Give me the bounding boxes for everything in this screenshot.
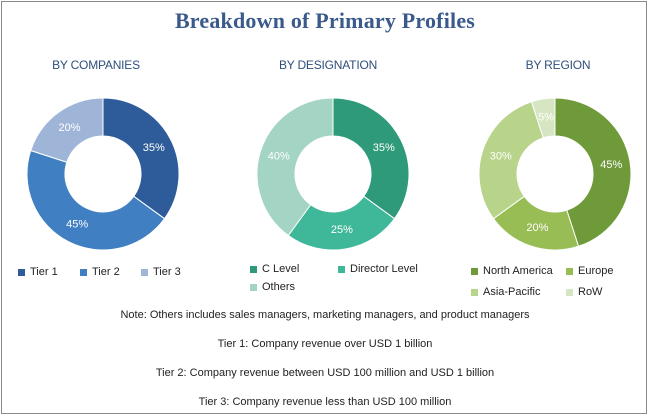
donut-slice-director-level <box>287 195 396 251</box>
slice-value-label: 20% <box>526 222 548 234</box>
slice-value-label: 35% <box>373 142 395 154</box>
legend-swatch <box>471 267 478 275</box>
donut-designation: 35% 25% 40% <box>256 97 410 251</box>
legend-item-tier1: Tier 1 <box>18 266 58 278</box>
legend-item-c-level: C Level <box>250 263 299 275</box>
donut-region: 45% 20% 30% 5% <box>478 97 632 251</box>
legend-swatch <box>141 268 148 276</box>
subtitle-companies: BY COMPANIES <box>52 58 140 72</box>
slice-value-label: 35% <box>143 142 165 154</box>
donut-companies: 35% 45% 20% <box>26 97 180 251</box>
legend-label: North America <box>483 265 553 277</box>
legend-swatch <box>250 265 257 273</box>
legend-label: Europe <box>578 265 614 277</box>
legend-swatch <box>250 283 257 291</box>
legend-label: Tier 3 <box>153 266 181 278</box>
subtitle-designation: BY DESIGNATION <box>278 58 378 72</box>
legend-label: C Level <box>262 263 300 275</box>
legend-item-director-level: Director Level <box>338 263 418 275</box>
slice-value-label: 30% <box>490 150 512 162</box>
note-tier3: Tier 3: Company revenue less than USD 10… <box>198 396 452 408</box>
note-others: Note: Others includes sales managers, ma… <box>120 309 530 321</box>
chart-title: Breakdown of Primary Profiles <box>174 8 476 33</box>
legend-item-row: RoW <box>566 286 602 298</box>
slice-value-label: 45% <box>66 219 88 231</box>
legend-swatch <box>566 288 573 296</box>
legend-swatch <box>566 267 573 275</box>
donut-slice-others <box>256 97 334 237</box>
slice-value-label: 5% <box>538 112 554 124</box>
donut-slice-tier-3 <box>30 97 104 163</box>
note-tier2: Tier 2: Company revenue between USD 100 … <box>155 367 495 379</box>
legend-swatch <box>80 268 87 276</box>
donut-slice-asia-pacific <box>478 101 544 220</box>
legend-label: RoW <box>578 286 603 298</box>
note-tier1: Tier 1: Company revenue over USD 1 billi… <box>217 338 433 350</box>
donut-slice-tier-2 <box>26 149 166 251</box>
legend-item-others: Others <box>250 281 295 293</box>
legend-label: Others <box>262 281 296 293</box>
donut-slice-row <box>530 97 556 139</box>
donut-slice-tier-1 <box>102 97 180 220</box>
slice-value-label: 20% <box>58 122 80 134</box>
legend-label: Tier 2 <box>92 266 120 278</box>
legend-item-tier3: Tier 3 <box>141 266 181 278</box>
slice-value-label: 25% <box>331 224 353 236</box>
legend-swatch <box>338 265 345 273</box>
legend-label: Tier 1 <box>30 266 58 278</box>
legend-item-tier2: Tier 2 <box>80 266 120 278</box>
legend-label: Asia-Pacific <box>483 286 541 298</box>
subtitle-region: BY REGION <box>525 58 591 72</box>
legend-swatch <box>18 268 25 276</box>
slice-value-label: 40% <box>268 150 290 162</box>
legend-label: Director Level <box>350 263 418 275</box>
legend-item-asia-pacific: Asia-Pacific <box>471 286 540 298</box>
donut-slice-north-america <box>554 97 632 247</box>
legend-item-north-america: North America <box>471 265 553 277</box>
slice-value-label: 45% <box>600 159 622 171</box>
legend-item-europe: Europe <box>566 265 613 277</box>
legend-swatch <box>471 288 478 296</box>
donut-slice-c-level <box>332 97 410 220</box>
